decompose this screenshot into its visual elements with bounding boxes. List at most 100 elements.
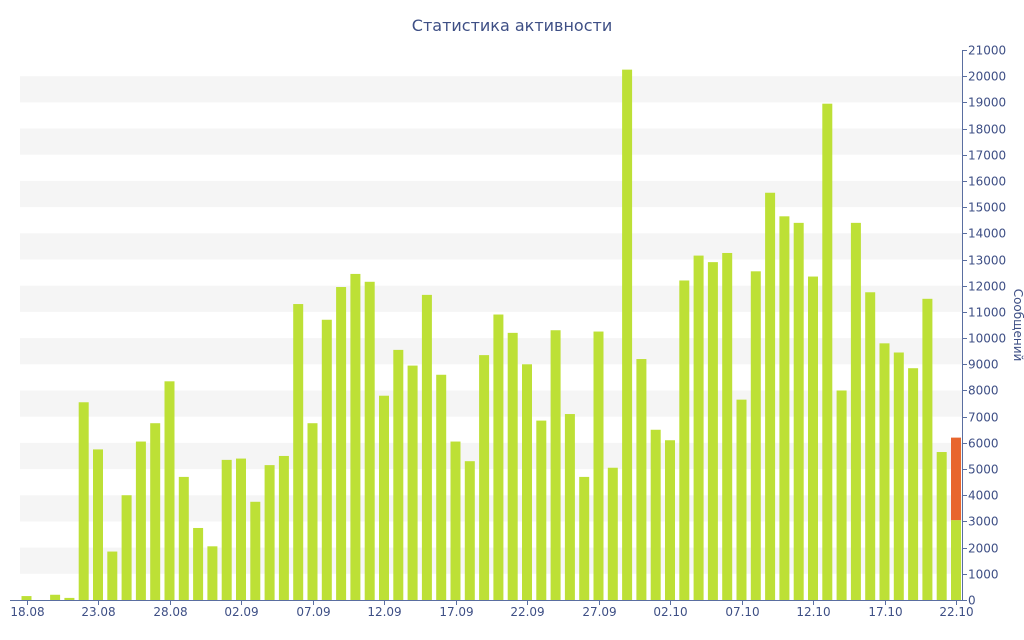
bar — [436, 375, 446, 600]
grid-band — [20, 233, 962, 259]
bar-highlight — [951, 438, 961, 520]
bar — [765, 193, 775, 600]
y-tick-label: 2000 — [968, 542, 999, 556]
x-tick-label: 12.10 — [796, 605, 830, 619]
bar — [465, 461, 475, 600]
bar — [179, 477, 189, 600]
y-tick-label: 8000 — [968, 384, 999, 398]
y-tick-label: 6000 — [968, 437, 999, 451]
bar — [536, 421, 546, 600]
bar — [708, 262, 718, 600]
x-tick-label: 07.09 — [296, 605, 330, 619]
bar — [880, 343, 890, 600]
bar — [22, 596, 32, 600]
y-axis-label: Сообщений — [1011, 289, 1024, 362]
x-tick-label: 02.10 — [653, 605, 687, 619]
bar — [408, 366, 418, 600]
bar — [751, 271, 761, 600]
x-axis-ticks: 18.08 23.08 28.08 02.09 07.09 12.09 17.09 22.09… — [10, 600, 973, 619]
bar — [937, 452, 947, 600]
y-tick-label: 4000 — [968, 489, 999, 503]
bar — [679, 280, 689, 600]
bar — [136, 442, 146, 600]
y-tick-label: 1000 — [968, 568, 999, 582]
bar — [322, 320, 332, 600]
y-tick-label: 15000 — [968, 201, 1006, 215]
bar — [908, 368, 918, 600]
bar — [522, 364, 532, 600]
bar — [551, 330, 561, 600]
bar — [565, 414, 575, 600]
bar — [894, 353, 904, 601]
bar — [636, 359, 646, 600]
bar — [64, 598, 74, 600]
y-tick-label: 3000 — [968, 515, 999, 529]
bar — [393, 350, 403, 600]
y-tick-label: 16000 — [968, 175, 1006, 189]
grid-band — [20, 286, 962, 312]
x-tick-label: 17.10 — [868, 605, 902, 619]
bar — [422, 295, 432, 600]
bar — [665, 440, 675, 600]
bar — [837, 390, 847, 600]
grid-band — [20, 548, 962, 574]
bar — [193, 528, 203, 600]
y-tick-label: 17000 — [968, 149, 1006, 163]
bar — [694, 256, 704, 600]
x-tick-label: 27.09 — [582, 605, 616, 619]
bar — [236, 459, 246, 600]
bar — [579, 477, 589, 600]
bar — [594, 332, 604, 600]
bar — [165, 381, 175, 600]
y-tick-label: 9000 — [968, 358, 999, 372]
bar — [293, 304, 303, 600]
x-tick-label: 22.10 — [939, 605, 973, 619]
bar — [79, 402, 89, 600]
x-tick-label: 18.08 — [10, 605, 44, 619]
x-tick-label: 23.08 — [81, 605, 115, 619]
grid-band — [20, 495, 962, 521]
bar — [93, 449, 103, 600]
bar — [794, 223, 804, 600]
bar — [379, 396, 389, 600]
y-tick-label: 21000 — [968, 44, 1006, 58]
x-tick-label: 17.09 — [439, 605, 473, 619]
bar — [308, 423, 318, 600]
grid-band — [20, 181, 962, 207]
bar — [651, 430, 661, 600]
bar — [808, 277, 818, 600]
x-tick-label: 02.09 — [224, 605, 258, 619]
bar — [222, 460, 232, 600]
grid-band — [20, 443, 962, 469]
bar — [350, 274, 360, 600]
x-tick-label: 22.09 — [510, 605, 544, 619]
grid-bands — [20, 76, 962, 574]
bar — [50, 595, 60, 600]
bar — [279, 456, 289, 600]
x-tick-label: 12.09 — [367, 605, 401, 619]
y-tick-label: 5000 — [968, 463, 999, 477]
bar — [865, 292, 875, 600]
bar — [250, 502, 260, 600]
y-tick-label: 12000 — [968, 280, 1006, 294]
y-tick-label: 14000 — [968, 227, 1006, 241]
grid-band — [20, 338, 962, 364]
y-tick-label: 7000 — [968, 411, 999, 425]
y-tick-label: 11000 — [968, 306, 1006, 320]
bar — [493, 315, 503, 600]
y-tick-label: 20000 — [968, 70, 1006, 84]
bar — [107, 552, 117, 600]
x-tick-label: 28.08 — [153, 605, 187, 619]
bar — [207, 546, 217, 600]
y-tick-label: 18000 — [968, 123, 1006, 137]
bar — [851, 223, 861, 600]
chart-title: Статистика активности — [412, 16, 612, 35]
grid-band — [20, 76, 962, 102]
bar — [779, 216, 789, 600]
bar — [922, 299, 932, 600]
grid-band — [20, 129, 962, 155]
y-tick-label: 10000 — [968, 332, 1006, 346]
grid-band — [20, 390, 962, 416]
y-axis-ticks: 0 1000 2000 3000 4000 5000 6000 7000 8000 9000 100… — [962, 44, 1006, 608]
